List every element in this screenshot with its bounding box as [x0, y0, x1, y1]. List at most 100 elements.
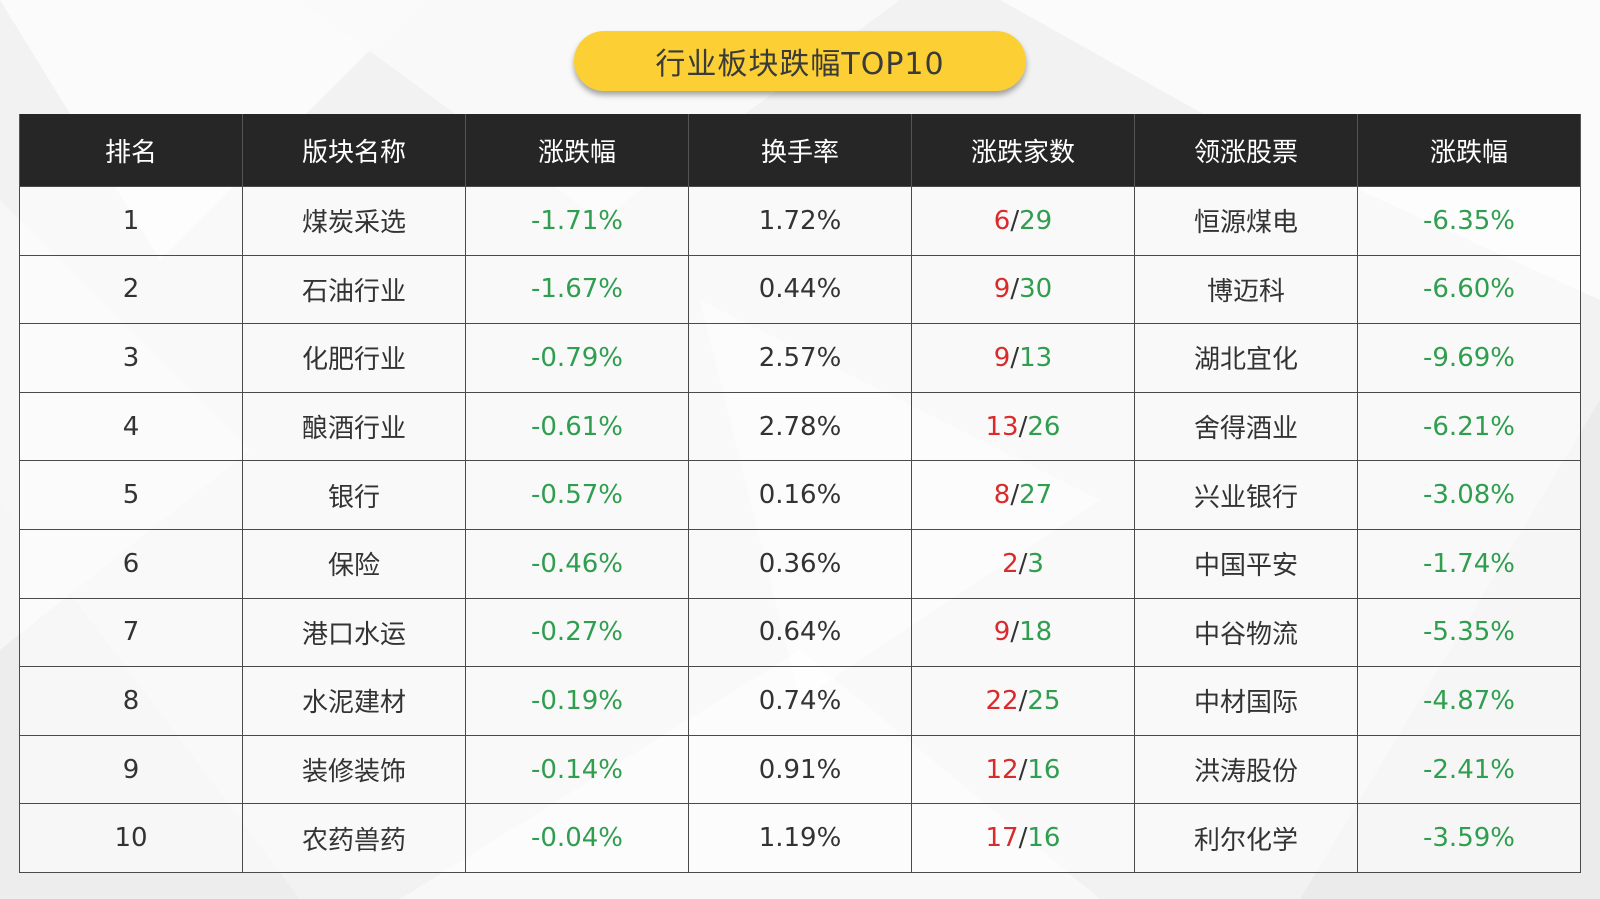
table-row: 10 农药兽药 -0.04% 1.19% 17/16 利尔化学 -3.59% — [19, 803, 1581, 873]
leader-change-cell: -9.69% — [1357, 323, 1581, 393]
rank-cell: 8 — [19, 666, 243, 736]
leader-change-cell: -6.35% — [1357, 186, 1581, 256]
down-count: 26 — [1027, 411, 1061, 442]
turnover-cell: 0.91% — [688, 734, 912, 805]
leading-stock-cell: 中谷物流 — [1134, 597, 1358, 668]
table-row: 9 装修装饰 -0.14% 0.91% 12/16 洪涛股份 -2.41% — [19, 734, 1581, 805]
down-count: 16 — [1027, 754, 1061, 785]
count-separator: / — [1018, 685, 1028, 716]
count-separator: / — [1018, 754, 1028, 785]
leading-stock-cell: 利尔化学 — [1134, 803, 1358, 873]
sector-name-cell: 水泥建材 — [242, 666, 466, 736]
change-cell: -1.71% — [465, 186, 689, 256]
up-down-count-cell: 2/3 — [911, 528, 1135, 599]
table-row: 2 石油行业 -1.67% 0.44% 9/30 博迈科 -6.60% — [19, 254, 1581, 325]
down-count: 16 — [1027, 823, 1061, 854]
down-count: 25 — [1027, 685, 1061, 716]
sector-name-cell: 农药兽药 — [242, 803, 466, 873]
change-cell: -0.79% — [465, 323, 689, 393]
change-cell: -0.46% — [465, 528, 689, 599]
turnover-cell: 0.16% — [688, 460, 912, 530]
table-row: 4 酿酒行业 -0.61% 2.78% 13/26 舍得酒业 -6.21% — [19, 391, 1581, 462]
rank-cell: 2 — [19, 254, 243, 325]
up-count: 13 — [985, 411, 1019, 442]
rank-cell: 6 — [19, 528, 243, 599]
up-count: 2 — [1002, 548, 1019, 579]
leader-change-cell: -1.74% — [1357, 528, 1581, 599]
down-count: 27 — [1019, 480, 1053, 511]
change-cell: -0.61% — [465, 391, 689, 462]
table-body: 1 煤炭采选 -1.71% 1.72% 6/29 恒源煤电 -6.35% 2 石油行业 -1.67… — [19, 186, 1581, 873]
sector-name-cell: 港口水运 — [242, 597, 466, 668]
down-count: 18 — [1019, 617, 1053, 648]
up-down-count-cell: 17/16 — [911, 803, 1135, 873]
leader-change-cell: -6.60% — [1357, 254, 1581, 325]
leading-stock-cell: 中国平安 — [1134, 528, 1358, 599]
turnover-cell: 0.74% — [688, 666, 912, 736]
up-count: 6 — [993, 205, 1011, 236]
leading-stock-cell: 舍得酒业 — [1134, 391, 1358, 462]
turnover-cell: 0.44% — [688, 254, 912, 325]
leader-change-cell: -2.41% — [1357, 734, 1581, 805]
leader-change-cell: -3.59% — [1357, 803, 1581, 873]
count-separator: / — [1010, 274, 1020, 305]
up-count: 9 — [993, 342, 1011, 373]
down-count: 3 — [1027, 548, 1044, 579]
up-down-count-cell: 6/29 — [911, 186, 1135, 256]
count-separator: / — [1018, 548, 1028, 579]
count-separator: / — [1018, 411, 1028, 442]
table-row: 3 化肥行业 -0.79% 2.57% 9/13 湖北宜化 -9.69% — [19, 323, 1581, 393]
change-cell: -0.14% — [465, 734, 689, 805]
rank-cell: 9 — [19, 734, 243, 805]
header-leader-change: 涨跌幅 — [1357, 114, 1581, 187]
up-down-count-cell: 9/30 — [911, 254, 1135, 325]
turnover-cell: 2.78% — [688, 391, 912, 462]
sector-name-cell: 化肥行业 — [242, 323, 466, 393]
leader-change-cell: -3.08% — [1357, 460, 1581, 530]
down-count: 13 — [1019, 342, 1053, 373]
sector-name-cell: 石油行业 — [242, 254, 466, 325]
up-down-count-cell: 12/16 — [911, 734, 1135, 805]
change-cell: -0.19% — [465, 666, 689, 736]
rank-cell: 3 — [19, 323, 243, 393]
count-separator: / — [1010, 342, 1020, 373]
rank-cell: 7 — [19, 597, 243, 668]
leader-change-cell: -6.21% — [1357, 391, 1581, 462]
up-down-count-cell: 22/25 — [911, 666, 1135, 736]
leader-change-cell: -5.35% — [1357, 597, 1581, 668]
up-count: 22 — [985, 685, 1019, 716]
table-row: 8 水泥建材 -0.19% 0.74% 22/25 中材国际 -4.87% — [19, 666, 1581, 736]
sector-name-cell: 银行 — [242, 460, 466, 530]
header-rank: 排名 — [19, 114, 243, 187]
change-cell: -0.04% — [465, 803, 689, 873]
rank-cell: 10 — [19, 803, 243, 873]
up-count: 12 — [985, 754, 1019, 785]
down-count: 29 — [1019, 205, 1053, 236]
down-count: 30 — [1019, 274, 1053, 305]
count-separator: / — [1010, 205, 1020, 236]
sector-name-cell: 煤炭采选 — [242, 186, 466, 256]
count-separator: / — [1010, 480, 1020, 511]
header-sector-name: 版块名称 — [242, 114, 466, 187]
up-count: 9 — [993, 617, 1011, 648]
turnover-cell: 1.19% — [688, 803, 912, 873]
turnover-cell: 0.36% — [688, 528, 912, 599]
rank-cell: 5 — [19, 460, 243, 530]
change-cell: -0.27% — [465, 597, 689, 668]
sector-decline-table: 排名 版块名称 涨跌幅 换手率 涨跌家数 领涨股票 涨跌幅 1 煤炭采选 -1.71% 1.72%… — [19, 114, 1581, 873]
header-up-down-count: 涨跌家数 — [911, 114, 1135, 187]
leading-stock-cell: 恒源煤电 — [1134, 186, 1358, 256]
header-change: 涨跌幅 — [465, 114, 689, 187]
table-row: 5 银行 -0.57% 0.16% 8/27 兴业银行 -3.08% — [19, 460, 1581, 530]
count-separator: / — [1010, 617, 1020, 648]
leading-stock-cell: 中材国际 — [1134, 666, 1358, 736]
turnover-cell: 2.57% — [688, 323, 912, 393]
table-header-row: 排名 版块名称 涨跌幅 换手率 涨跌家数 领涨股票 涨跌幅 — [19, 114, 1581, 187]
up-down-count-cell: 8/27 — [911, 460, 1135, 530]
header-leading-stock: 领涨股票 — [1134, 114, 1358, 187]
sector-name-cell: 保险 — [242, 528, 466, 599]
page-title: 行业板块跌幅TOP10 — [574, 31, 1026, 91]
turnover-cell: 0.64% — [688, 597, 912, 668]
turnover-cell: 1.72% — [688, 186, 912, 256]
data-table: 排名 版块名称 涨跌幅 换手率 涨跌家数 领涨股票 涨跌幅 1 煤炭采选 -1.71% 1.72%… — [19, 114, 1581, 873]
